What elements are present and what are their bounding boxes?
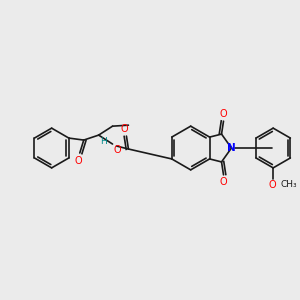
Text: O: O — [220, 177, 227, 187]
Text: N: N — [227, 143, 236, 153]
Text: O: O — [75, 156, 82, 166]
Text: O: O — [220, 109, 227, 119]
Text: O: O — [113, 145, 121, 155]
Text: O: O — [268, 180, 276, 190]
Text: O: O — [121, 124, 128, 134]
Text: H: H — [100, 137, 106, 146]
Text: CH₃: CH₃ — [280, 180, 297, 189]
